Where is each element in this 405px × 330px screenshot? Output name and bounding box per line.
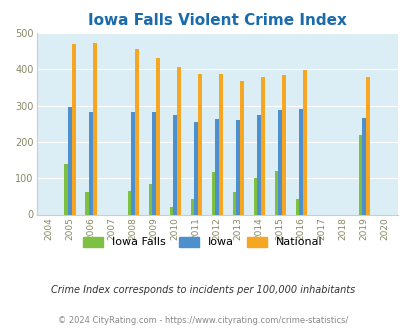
Bar (177, 68, 180, 214)
Bar (135, 50, 139, 214)
Bar (236, 120, 239, 214)
Bar (211, 172, 215, 214)
Bar (257, 115, 260, 214)
Bar (72, 44, 76, 214)
Bar (358, 135, 362, 214)
Bar (198, 74, 201, 214)
Bar (260, 77, 264, 214)
Bar (156, 58, 160, 214)
Bar (89, 112, 93, 214)
Bar (215, 119, 219, 214)
Bar (93, 43, 97, 214)
Bar (169, 207, 173, 215)
Text: Crime Index corresponds to incidents per 100,000 inhabitants: Crime Index corresponds to incidents per… (51, 285, 354, 295)
Bar (190, 199, 194, 214)
Title: Iowa Falls Violent Crime Index: Iowa Falls Violent Crime Index (87, 13, 346, 28)
Bar (219, 74, 222, 214)
Bar (152, 113, 156, 214)
Bar (131, 112, 135, 214)
Bar (298, 109, 303, 214)
Text: © 2024 CityRating.com - https://www.cityrating.com/crime-statistics/: © 2024 CityRating.com - https://www.city… (58, 315, 347, 325)
Bar (85, 192, 89, 214)
Bar (365, 77, 369, 214)
Legend: Iowa Falls, Iowa, National: Iowa Falls, Iowa, National (79, 232, 326, 252)
Bar (64, 164, 68, 214)
Bar (274, 171, 278, 214)
Bar (194, 121, 198, 214)
Bar (303, 70, 306, 214)
Bar (232, 192, 236, 214)
Bar (148, 184, 152, 215)
Bar (173, 115, 177, 214)
Bar (281, 75, 285, 215)
Bar (295, 199, 298, 214)
Bar (253, 178, 257, 214)
Bar (68, 108, 72, 214)
Bar (278, 110, 281, 214)
Bar (362, 118, 365, 214)
Bar (239, 81, 243, 214)
Bar (127, 191, 131, 214)
